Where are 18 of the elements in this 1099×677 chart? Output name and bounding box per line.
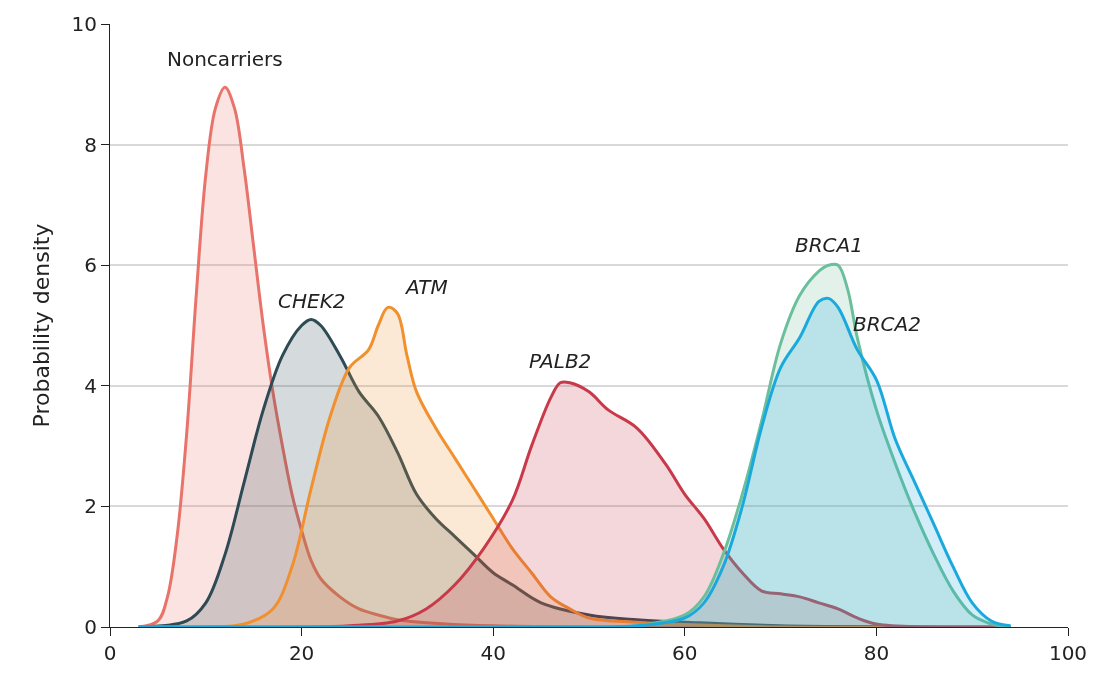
x-tick-label: 40: [480, 641, 506, 665]
x-tick-label: 20: [288, 641, 315, 665]
series-label: CHEK2: [278, 289, 346, 313]
y-tick-label: 4: [84, 373, 97, 398]
x-tick-label: 100: [1048, 641, 1088, 665]
y-tick-label: 10: [71, 12, 97, 36]
series-label: BRCA1: [795, 233, 863, 257]
x-tick-label: 80: [863, 641, 890, 665]
y-tick-label: 0: [84, 615, 97, 639]
series-label: PALB2: [529, 349, 592, 373]
x-tick-label: 0: [103, 641, 117, 665]
series-label: Noncarriers: [167, 47, 283, 71]
series-label: ATM: [404, 275, 448, 299]
y-tick-label: 2: [84, 494, 97, 519]
y-axis-title: Probability density: [29, 223, 55, 428]
y-tick-label: 6: [84, 253, 97, 278]
y-tick-label: 8: [84, 132, 97, 157]
x-tick-label: 60: [672, 641, 698, 665]
